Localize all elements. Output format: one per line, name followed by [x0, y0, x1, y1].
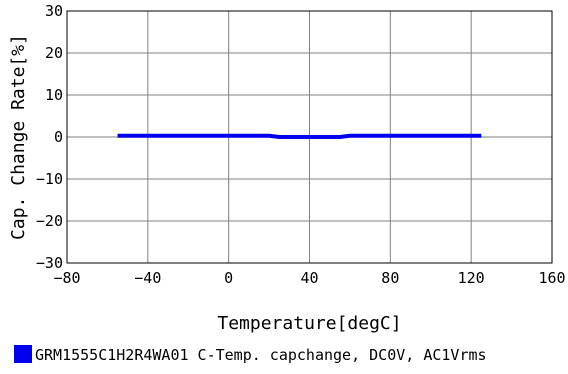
x-tick-label: 160	[538, 269, 565, 287]
tick-labels: −80 −40 0 40 80 120 160 −30 −20 −10 0 10 20 30	[36, 2, 566, 287]
legend-label: GRM1555C1H2R4WA01 C-Temp. capchange, DC0…	[35, 346, 487, 364]
y-tick-label: 30	[45, 2, 63, 20]
x-tick-label: 80	[381, 269, 399, 287]
y-tick-label: −10	[36, 170, 63, 188]
x-tick-label: −80	[53, 269, 80, 287]
x-tick-label: 40	[300, 269, 318, 287]
x-tick-label: −40	[134, 269, 161, 287]
series-line	[117, 133, 482, 139]
y-tick-label: 10	[45, 86, 63, 104]
y-tick-label: 0	[54, 128, 63, 146]
x-tick-label: 120	[458, 269, 485, 287]
series-layer	[117, 133, 482, 139]
y-tick-label: −30	[36, 254, 63, 272]
x-tick-label: 0	[224, 269, 233, 287]
legend: GRM1555C1H2R4WA01 C-Temp. capchange, DC0…	[14, 345, 487, 364]
plot-area-frame	[66, 10, 553, 264]
y-tick-label: −20	[36, 212, 63, 230]
y-tick-label: 20	[45, 44, 63, 62]
legend-swatch	[14, 345, 32, 363]
y-axis-title: Cap. Change Rate[%]	[8, 34, 29, 240]
x-axis-title: Temperature[degC]	[217, 313, 401, 334]
